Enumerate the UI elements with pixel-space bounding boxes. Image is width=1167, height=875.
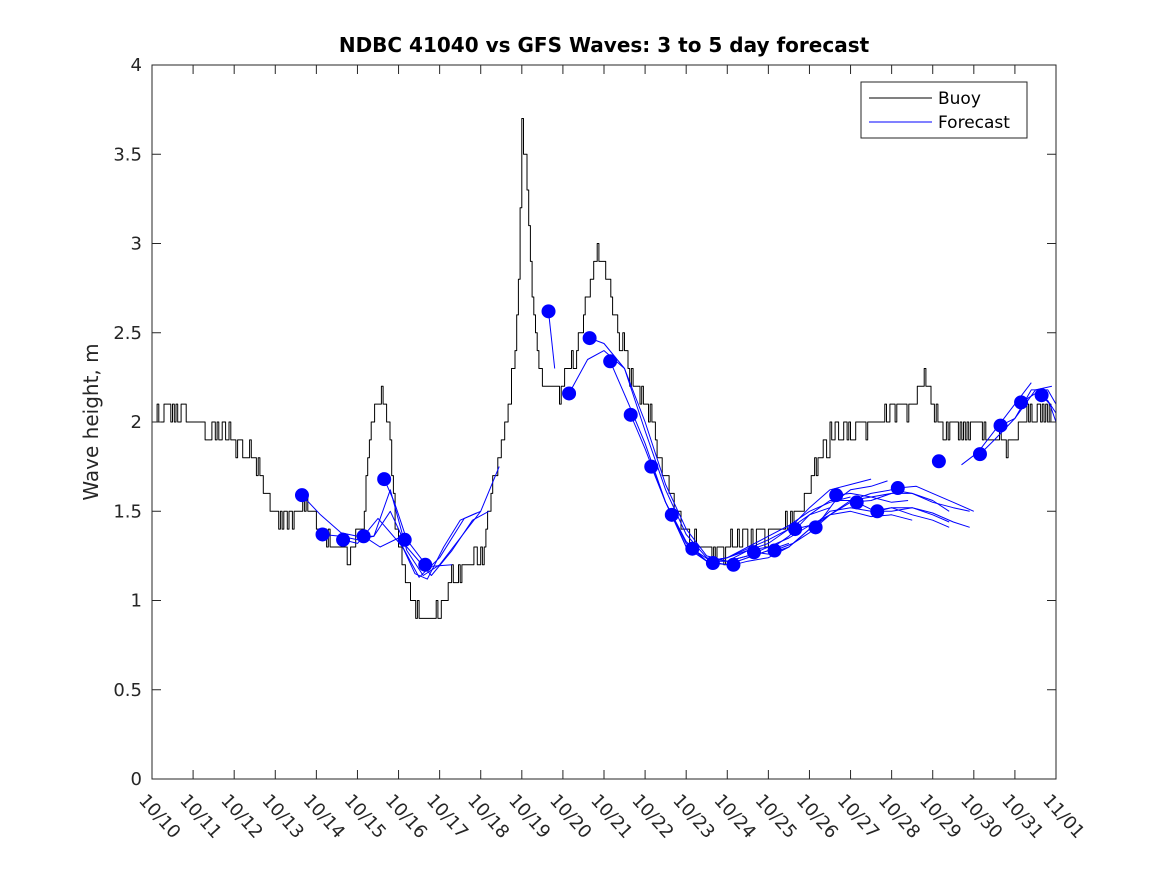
- legend: Buoy Forecast: [860, 81, 1028, 139]
- forecast-marker: [418, 557, 433, 572]
- chart-title: NDBC 41040 vs GFS Waves: 3 to 5 day fore…: [339, 33, 870, 57]
- forecast-marker: [870, 504, 885, 519]
- y-tick-label: 2: [131, 412, 142, 433]
- legend-forecast-label: Forecast: [938, 113, 1010, 133]
- plot-area: [152, 65, 1056, 779]
- y-tick-label: 1: [131, 591, 142, 612]
- forecast-marker: [1034, 388, 1049, 403]
- forecast-marker: [582, 331, 597, 346]
- data-layer: [152, 118, 1057, 619]
- forecast-marker: [664, 507, 679, 522]
- forecast-series-line: [363, 512, 477, 580]
- y-axis-label: Wave height, m: [79, 343, 103, 500]
- forecast-series-line: [877, 507, 950, 523]
- forecast-marker: [972, 447, 987, 462]
- forecast-marker: [993, 418, 1008, 433]
- legend-buoy-label: Buoy: [938, 89, 981, 109]
- axes-box: [151, 64, 1057, 780]
- y-tick-label: 1.5: [113, 501, 142, 522]
- forecast-marker: [562, 386, 577, 401]
- forecast-marker: [315, 527, 330, 542]
- y-tick-label: 3.5: [113, 144, 142, 165]
- forecast-marker: [541, 304, 556, 319]
- forecast-marker: [356, 529, 371, 544]
- forecast-series-line: [897, 485, 975, 512]
- forecast-marker: [603, 354, 618, 369]
- forecast-marker: [890, 481, 905, 496]
- forecast-marker: [931, 454, 946, 469]
- y-tick-label: 3: [131, 234, 142, 255]
- forecast-series-line: [836, 492, 909, 503]
- forecast-series-line: [548, 311, 556, 369]
- legend-box: [860, 81, 1028, 139]
- forecast-marker: [746, 545, 761, 560]
- forecast-marker: [397, 532, 412, 547]
- forecast-series-line: [753, 507, 950, 555]
- forecast-marker: [377, 472, 392, 487]
- forecast-marker: [705, 556, 720, 571]
- y-tick-label: 0.5: [113, 680, 142, 701]
- forecast-marker: [829, 488, 844, 503]
- y-tick-label: 0: [131, 769, 142, 790]
- forecast-marker: [644, 459, 659, 474]
- forecast-marker: [808, 520, 823, 535]
- forecast-marker: [849, 495, 864, 510]
- y-tick-label: 2.5: [113, 323, 142, 344]
- forecast-marker: [1014, 395, 1029, 410]
- forecast-series-line: [815, 480, 888, 528]
- forecast-marker: [623, 407, 638, 422]
- forecast-series-line: [1000, 389, 1057, 427]
- forecast-marker: [726, 557, 741, 572]
- forecast-series-line: [794, 489, 970, 530]
- forecast-marker: [294, 488, 309, 503]
- y-tick-label: 4: [131, 55, 142, 76]
- forecast-marker: [336, 532, 351, 547]
- forecast-marker: [788, 522, 803, 537]
- forecast-marker: [685, 541, 700, 556]
- forecast-marker: [767, 543, 782, 558]
